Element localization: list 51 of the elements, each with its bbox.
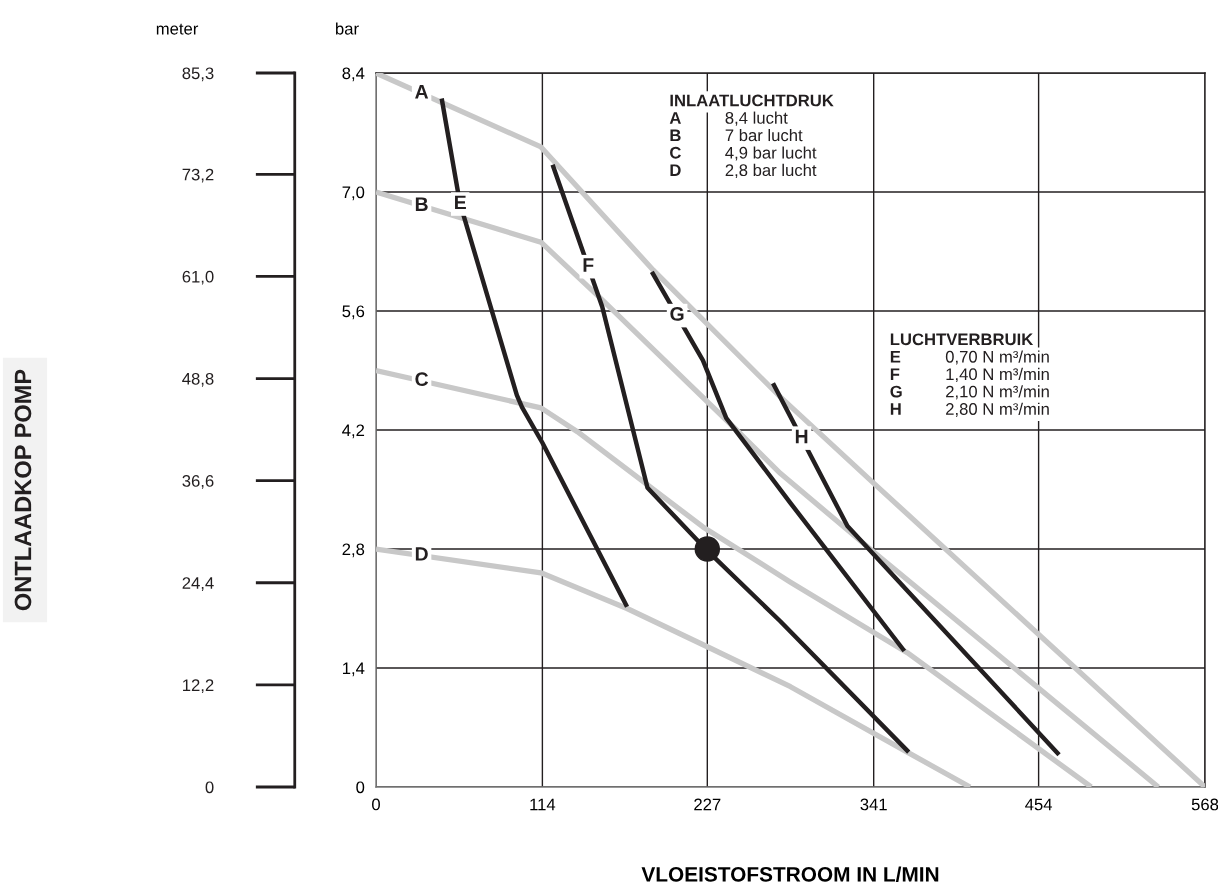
annotation: 1,40 N m³/min bbox=[946, 367, 1049, 383]
annotation: 2,8 bar lucht bbox=[725, 163, 817, 179]
text: B bbox=[670, 129, 681, 142]
text: C bbox=[670, 146, 681, 159]
y-tick-label: 5,6 bbox=[342, 305, 365, 320]
annotation: LUCHTVERBRUIK bbox=[890, 333, 1034, 346]
y-tick-label: 8,4 bbox=[342, 67, 365, 82]
x-tick-label: 341 bbox=[860, 798, 887, 811]
x-tick-label: 0 bbox=[372, 798, 380, 811]
y2-tick-label: 12,2 bbox=[183, 679, 214, 694]
annotation: 4,9 bar lucht bbox=[725, 146, 817, 161]
y2-axis-title: meter bbox=[156, 23, 199, 35]
y-tick-label: 7,0 bbox=[342, 186, 365, 201]
y2-tick-label: 73,2 bbox=[182, 168, 214, 183]
annotation: 2,80 N m³/min bbox=[946, 402, 1049, 417]
annotation: 0,70 N m³/min bbox=[945, 350, 1049, 365]
text: G bbox=[890, 385, 902, 398]
x-tick-label: 454 bbox=[1025, 798, 1053, 811]
text: E bbox=[890, 351, 901, 363]
series-label: G bbox=[670, 307, 684, 321]
y2-tick-label: 48,8 bbox=[182, 372, 214, 387]
annotation: 2,10 N m³/min bbox=[946, 385, 1049, 400]
text: A bbox=[669, 112, 681, 124]
y-tick-label: 4,2 bbox=[342, 424, 365, 439]
series-label: D bbox=[415, 547, 428, 561]
series-label: A bbox=[415, 85, 429, 99]
annotation: 7 bar lucht bbox=[725, 128, 803, 142]
text: H bbox=[890, 403, 901, 415]
y2-tick-label: 36,6 bbox=[182, 475, 214, 489]
y-tick-label: 2,8 bbox=[342, 543, 365, 558]
y2-tick-label: 24,4 bbox=[182, 577, 214, 591]
series-label: F bbox=[583, 258, 594, 272]
series-label: H bbox=[795, 429, 808, 444]
legend-label: E bbox=[455, 195, 466, 210]
text: F bbox=[890, 368, 900, 380]
annotation: INLAATLUCHTDRUK bbox=[670, 94, 834, 107]
series-label: C bbox=[415, 372, 429, 387]
y2-tick-label: 61,0 bbox=[182, 270, 214, 285]
x-tick-label: 568 bbox=[1191, 798, 1218, 811]
x-tick-label: 227 bbox=[694, 798, 721, 811]
y-axis-title: bar bbox=[336, 22, 359, 35]
x-tick-label: 114 bbox=[530, 798, 556, 811]
annotation: 8,4 lucht bbox=[725, 111, 788, 126]
text: ONTLAADKOP POMP bbox=[14, 369, 32, 611]
text: D bbox=[670, 164, 681, 176]
y-tick-label: 0 bbox=[356, 781, 365, 794]
y-tick-label: 1,4 bbox=[342, 662, 365, 677]
series-label: B bbox=[415, 197, 428, 211]
y2-tick-label: 0 bbox=[205, 781, 214, 794]
x-axis-title: VLOEISTOFSTROOM IN L/MIN bbox=[641, 866, 939, 882]
y2-tick-label: 85,3 bbox=[182, 67, 214, 82]
